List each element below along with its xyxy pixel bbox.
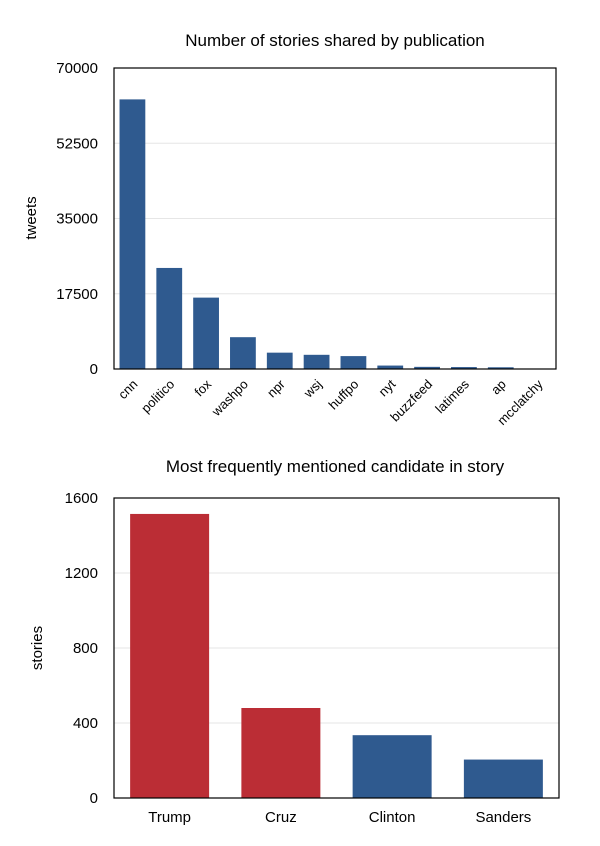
x-tick-label: nyt — [376, 376, 399, 399]
x-tick-label: npr — [264, 376, 288, 400]
y-tick-label: 400 — [73, 715, 98, 732]
bar-latimes — [451, 367, 477, 369]
chart-2-title: Most frequently mentioned candidate in s… — [166, 457, 505, 476]
chart-2-y-ticks: 0 400 800 1200 1600 — [65, 490, 98, 807]
chart-2-x-ticks: Trump Cruz Clinton Sanders — [148, 809, 531, 826]
y-tick-label: 800 — [73, 640, 98, 657]
bar-ap — [487, 367, 514, 369]
bar-wsj — [303, 354, 330, 369]
x-tick-label: Clinton — [369, 809, 416, 826]
x-tick-label: politico — [138, 377, 177, 416]
publication-chart: Number of stories shared by publication … — [23, 31, 557, 428]
x-tick-label: fox — [191, 376, 214, 399]
x-tick-label: Sanders — [475, 809, 531, 826]
chart-1-plot-frame — [113, 67, 557, 370]
chart-1-bars — [119, 99, 551, 369]
y-tick-label: 1200 — [65, 565, 98, 582]
bar-cruz — [241, 708, 321, 798]
x-tick-label: Trump — [148, 809, 191, 826]
y-tick-label: 52500 — [56, 135, 98, 152]
chart-1-title: Number of stories shared by publication — [185, 31, 485, 50]
chart-2-bars — [130, 513, 543, 798]
y-tick-label: 0 — [90, 790, 98, 807]
bar-nyt — [377, 365, 404, 369]
y-tick-label: 17500 — [56, 286, 98, 303]
x-tick-label: ap — [488, 377, 509, 398]
x-tick-label: latimes — [432, 376, 472, 416]
x-tick-label: wsj — [300, 376, 325, 401]
bar-cnn — [119, 99, 146, 369]
bar-buzzfeed — [414, 366, 440, 369]
bar-clinton — [352, 735, 432, 798]
bar-washpo — [230, 337, 256, 369]
x-tick-label: Cruz — [265, 809, 297, 826]
chart-2-ylabel: stories — [29, 626, 46, 670]
bar-fox — [193, 297, 219, 369]
candidate-chart: Most frequently mentioned candidate in s… — [29, 457, 560, 826]
chart-1-gridlines — [114, 142, 556, 295]
y-tick-label: 1600 — [65, 490, 98, 507]
chart-1-y-ticks: 0 17500 35000 52500 70000 — [56, 60, 98, 378]
bar-politico — [156, 267, 183, 369]
x-tick-label: washpo — [208, 377, 251, 420]
chart-2-plot-frame — [113, 497, 560, 799]
x-tick-label: huffpo — [326, 377, 362, 413]
bar-sanders — [463, 759, 543, 798]
x-tick-label: cnn — [115, 377, 140, 402]
bar-npr — [266, 352, 293, 369]
bar-huffpo — [340, 356, 367, 369]
y-tick-label: 70000 — [56, 60, 98, 77]
bar-trump — [130, 513, 210, 798]
y-tick-label: 0 — [90, 361, 98, 378]
y-tick-label: 35000 — [56, 211, 98, 228]
chart-1-ylabel: tweets — [23, 196, 40, 239]
